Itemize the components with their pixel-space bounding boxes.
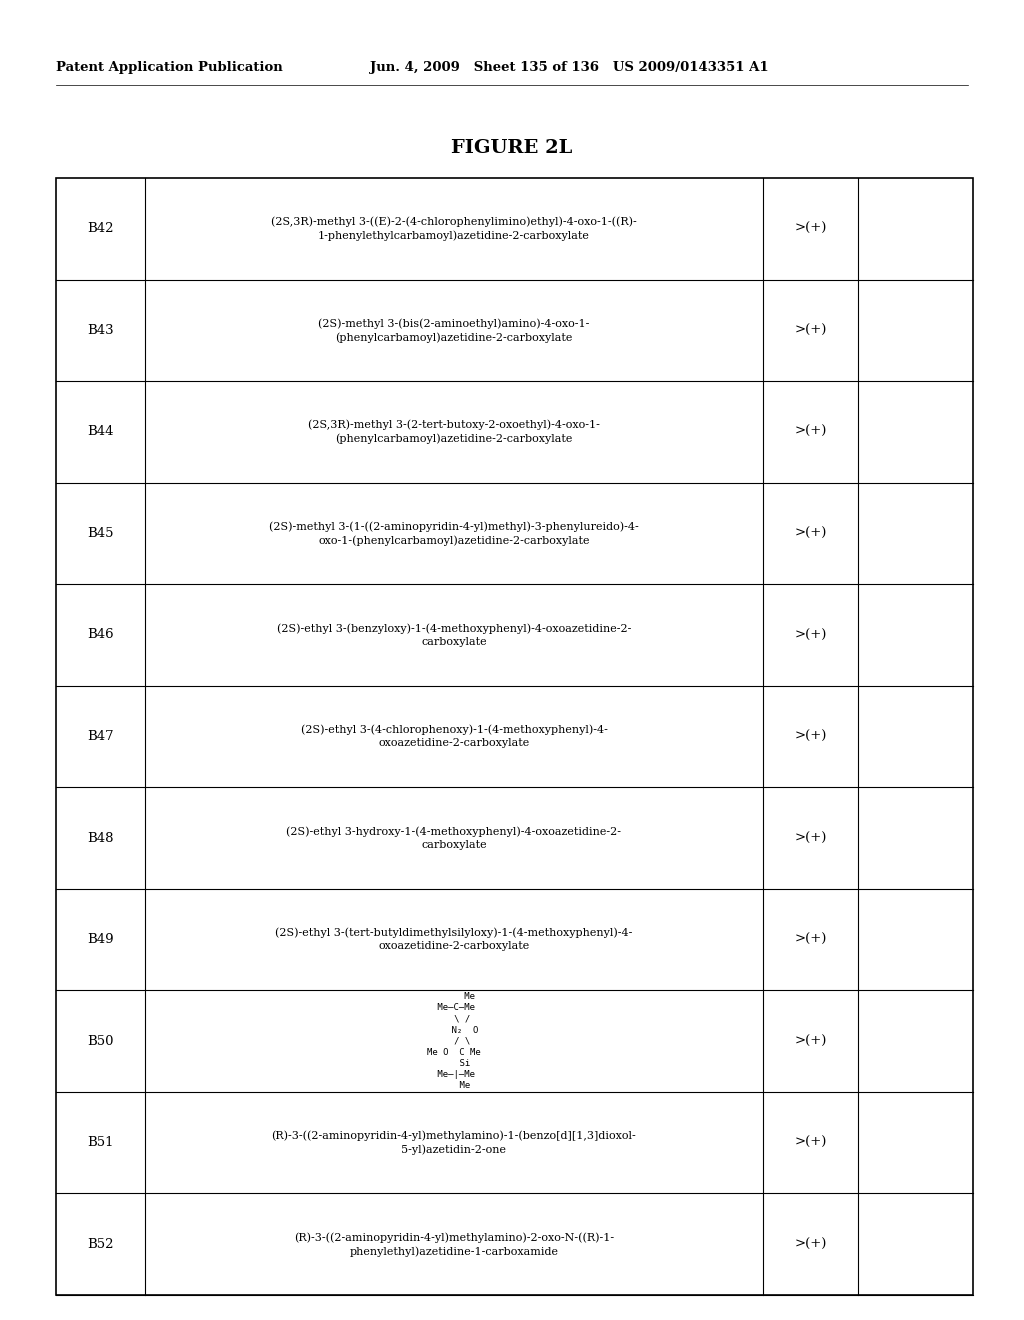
Text: >(+): >(+) (795, 1137, 826, 1150)
Text: B50: B50 (87, 1035, 114, 1048)
Text: B51: B51 (87, 1137, 114, 1150)
Text: >(+): >(+) (795, 933, 826, 946)
Text: Jun. 4, 2009   Sheet 135 of 136   US 2009/0143351 A1: Jun. 4, 2009 Sheet 135 of 136 US 2009/01… (370, 62, 769, 74)
Text: >(+): >(+) (795, 1238, 826, 1251)
Text: >(+): >(+) (795, 1035, 826, 1048)
Text: >(+): >(+) (795, 323, 826, 337)
Text: >(+): >(+) (795, 628, 826, 642)
Text: (2S)-ethyl 3-hydroxy-1-(4-methoxyphenyl)-4-oxoazetidine-2-
carboxylate: (2S)-ethyl 3-hydroxy-1-(4-methoxyphenyl)… (287, 826, 622, 850)
Text: >(+): >(+) (795, 425, 826, 438)
Text: B47: B47 (87, 730, 114, 743)
Text: (2S)-methyl 3-(bis(2-aminoethyl)amino)-4-oxo-1-
(phenylcarbamoyl)azetidine-2-car: (2S)-methyl 3-(bis(2-aminoethyl)amino)-4… (318, 318, 590, 343)
Text: Patent Application Publication: Patent Application Publication (56, 62, 283, 74)
Text: >(+): >(+) (795, 527, 826, 540)
Text: (2S,3R)-methyl 3-(2-tert-butoxy-2-oxoethyl)-4-oxo-1-
(phenylcarbamoyl)azetidine-: (2S,3R)-methyl 3-(2-tert-butoxy-2-oxoeth… (308, 420, 600, 444)
Text: B46: B46 (87, 628, 114, 642)
Text: B45: B45 (87, 527, 114, 540)
Text: (2S)-ethyl 3-(benzyloxy)-1-(4-methoxyphenyl)-4-oxoazetidine-2-
carboxylate: (2S)-ethyl 3-(benzyloxy)-1-(4-methoxyphe… (276, 623, 631, 647)
Bar (56, 178, 973, 1295)
Text: FIGURE 2L: FIGURE 2L (452, 139, 572, 157)
Text: (2S)-ethyl 3-(tert-butyldimethylsilyloxy)-1-(4-methoxyphenyl)-4-
oxoazetidine-2-: (2S)-ethyl 3-(tert-butyldimethylsilyloxy… (275, 928, 633, 952)
Text: (2S)-ethyl 3-(4-chlorophenoxy)-1-(4-methoxyphenyl)-4-
oxoazetidine-2-carboxylate: (2S)-ethyl 3-(4-chlorophenoxy)-1-(4-meth… (301, 725, 607, 748)
Text: B42: B42 (87, 222, 114, 235)
Text: >(+): >(+) (795, 730, 826, 743)
Text: B48: B48 (87, 832, 114, 845)
Text: B52: B52 (87, 1238, 114, 1251)
Text: B49: B49 (87, 933, 114, 946)
Text: (R)-3-((2-aminopyridin-4-yl)methylamino)-2-oxo-N-((R)-1-
phenylethyl)azetidine-1: (R)-3-((2-aminopyridin-4-yl)methylamino)… (294, 1232, 614, 1257)
Text: (2S)-methyl 3-(1-((2-aminopyridin-4-yl)methyl)-3-phenylureido)-4-
oxo-1-(phenylc: (2S)-methyl 3-(1-((2-aminopyridin-4-yl)m… (269, 521, 639, 545)
Text: >(+): >(+) (795, 222, 826, 235)
Text: >(+): >(+) (795, 832, 826, 845)
Text: (R)-3-((2-aminopyridin-4-yl)methylamino)-1-(benzo[d][1,3]dioxol-
5-yl)azetidin-2: (R)-3-((2-aminopyridin-4-yl)methylamino)… (271, 1130, 636, 1155)
Text: B44: B44 (87, 425, 114, 438)
Text: (2S,3R)-methyl 3-((E)-2-(4-chlorophenylimino)ethyl)-4-oxo-1-((R)-
1-phenylethylc: (2S,3R)-methyl 3-((E)-2-(4-chlorophenyli… (271, 216, 637, 242)
Text: B43: B43 (87, 323, 114, 337)
Text: Me
 Me—C—Me
   \ /
    N₂  O
   / \
Me O  C Me
    Si
 Me—|—Me
    Me: Me Me—C—Me \ / N₂ O / \ Me O C Me Si Me—… (427, 993, 481, 1090)
